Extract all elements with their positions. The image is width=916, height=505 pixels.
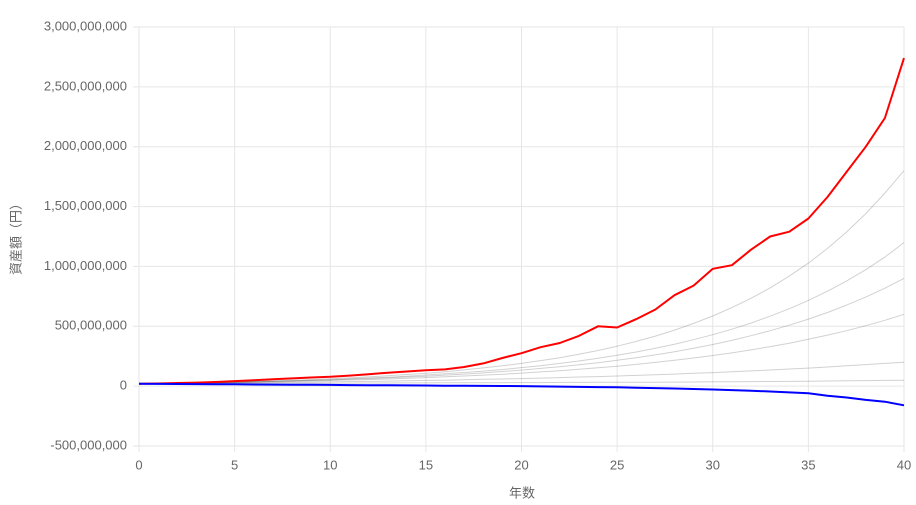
x-tick-label: 30 bbox=[706, 457, 720, 472]
y-tick-label: 500,000,000 bbox=[55, 318, 127, 333]
y-tick-label: 1,500,000,000 bbox=[44, 198, 127, 213]
x-tick-label: 20 bbox=[514, 457, 528, 472]
x-tick-label: 25 bbox=[610, 457, 624, 472]
x-tick-label: 10 bbox=[323, 457, 337, 472]
x-axis-label: 年数 bbox=[509, 485, 535, 500]
series-line bbox=[138, 277, 905, 385]
series-line bbox=[138, 242, 905, 385]
y-tick-label: 3,000,000,000 bbox=[44, 18, 127, 33]
series-line bbox=[138, 313, 905, 385]
series-line bbox=[139, 379, 905, 385]
y-tick-label: 1,000,000,000 bbox=[44, 258, 127, 273]
y-tick-label: 0 bbox=[120, 378, 127, 393]
x-tick-label: 35 bbox=[801, 457, 815, 472]
x-tick-label: 5 bbox=[231, 457, 238, 472]
y-tick-label: 2,000,000,000 bbox=[44, 138, 127, 153]
series-line bbox=[138, 57, 905, 385]
series-line bbox=[138, 170, 905, 385]
x-tick-label: 0 bbox=[135, 457, 142, 472]
x-tick-label: 15 bbox=[419, 457, 433, 472]
y-axis-label: 資産額（円） bbox=[8, 197, 23, 275]
y-tick-label: 2,500,000,000 bbox=[44, 78, 127, 93]
series-line bbox=[138, 382, 905, 407]
x-tick-label: 40 bbox=[897, 457, 911, 472]
y-tick-label: -500,000,000 bbox=[50, 437, 127, 452]
series-line bbox=[138, 361, 905, 385]
